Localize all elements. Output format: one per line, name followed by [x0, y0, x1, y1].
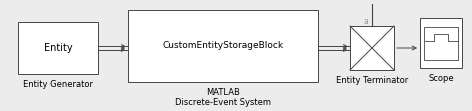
Bar: [420, 18, 462, 68]
Text: Entity Terminator: Entity Terminator: [336, 76, 408, 85]
Bar: [350, 26, 394, 70]
Text: Entity Generator: Entity Generator: [23, 80, 93, 89]
Bar: [18, 22, 98, 74]
Text: MATLAB
Discrete-Event System: MATLAB Discrete-Event System: [175, 88, 271, 107]
Text: Scope: Scope: [428, 74, 454, 83]
Text: CustomEntityStorageBlock: CustomEntityStorageBlock: [162, 42, 284, 51]
Text: Entity: Entity: [44, 43, 72, 53]
Bar: [128, 10, 318, 82]
Text: a: a: [363, 17, 368, 26]
Bar: [424, 27, 458, 60]
